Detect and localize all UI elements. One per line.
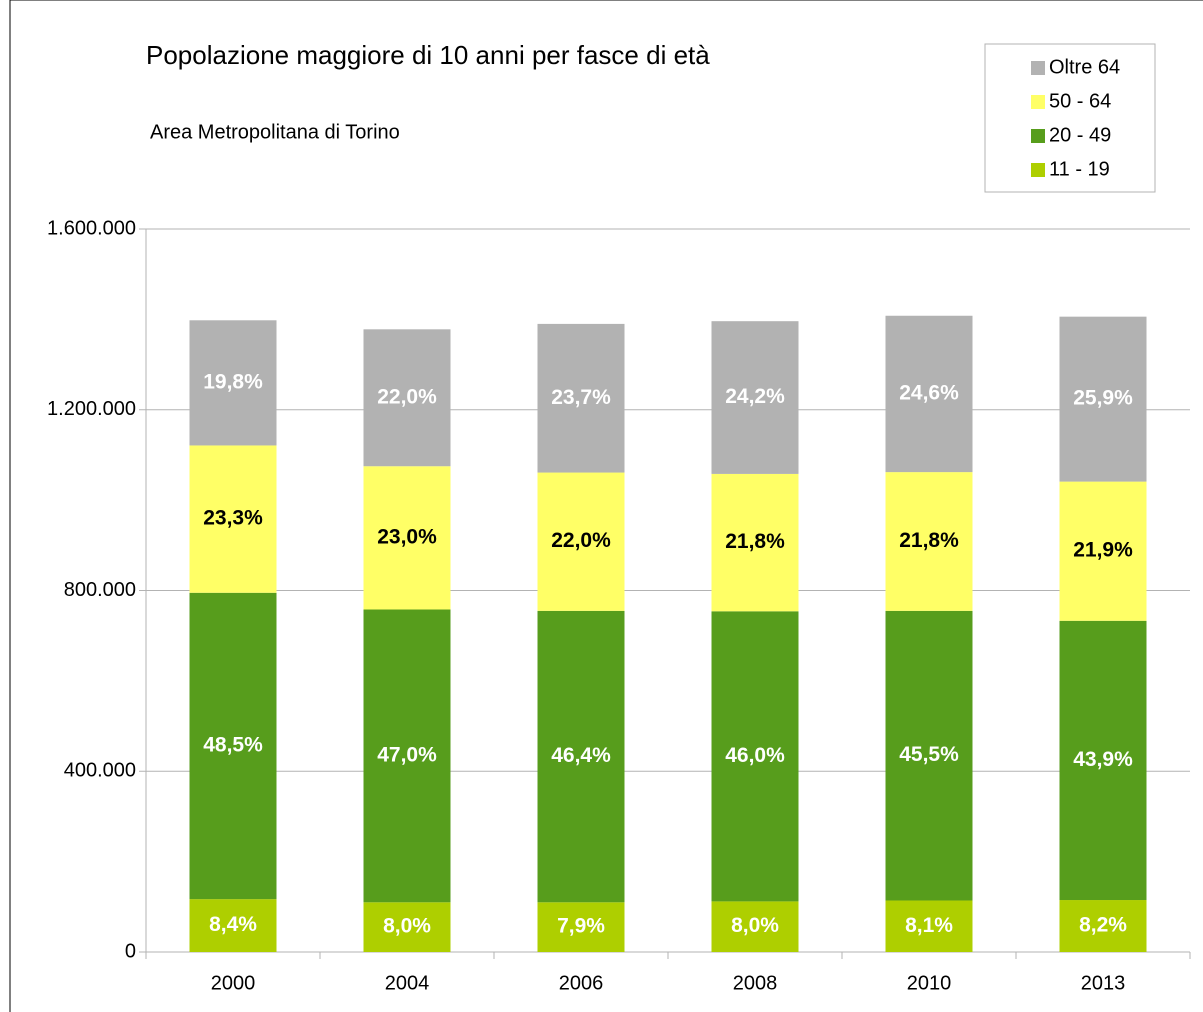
chart-title: Popolazione maggiore di 10 anni per fasc…	[146, 40, 710, 70]
chart-subtitle: Area Metropolitana di Torino	[150, 121, 400, 143]
x-tick-label: 2000	[211, 972, 256, 994]
segment-label: 8,0%	[383, 915, 431, 938]
segment-label: 8,1%	[905, 914, 953, 937]
segment-label: 43,9%	[1073, 748, 1133, 771]
legend-label: 11 - 19	[1049, 158, 1110, 180]
segment-label: 25,9%	[1073, 387, 1133, 410]
segment-label: 19,8%	[203, 370, 263, 393]
segment-label: 46,0%	[725, 744, 785, 767]
segment-label: 46,4%	[551, 744, 611, 767]
segment-label: 45,5%	[899, 743, 959, 766]
segment-label: 21,8%	[725, 530, 785, 553]
bar-segment	[189, 899, 277, 952]
segment-label: 22,0%	[377, 385, 437, 408]
bar-segment	[1059, 316, 1147, 482]
y-tick-label: 0	[125, 940, 136, 962]
legend-label: 20 - 49	[1049, 124, 1111, 146]
bar-segment	[189, 445, 277, 593]
y-tick-label: 400.000	[64, 760, 136, 782]
bar-segment	[885, 900, 973, 952]
segment-label: 8,4%	[209, 913, 257, 936]
segment-label: 21,9%	[1073, 539, 1133, 562]
bar-segment	[885, 472, 973, 611]
bar-segment	[363, 609, 451, 903]
segment-label: 24,6%	[899, 381, 959, 404]
bar-segment	[363, 329, 451, 467]
segment-label: 23,3%	[203, 507, 263, 530]
bar-segment	[537, 902, 625, 952]
y-tick-label: 1.600.000	[47, 217, 136, 239]
segment-label: 23,0%	[377, 525, 437, 548]
bar-segment	[537, 610, 625, 903]
x-tick-label: 2006	[559, 972, 604, 994]
x-tick-label: 2013	[1081, 972, 1126, 994]
segment-label: 21,8%	[899, 529, 959, 552]
legend-label: Oltre 64	[1049, 56, 1120, 78]
y-tick-label: 1.200.000	[47, 398, 136, 420]
segment-label: 8,2%	[1079, 914, 1127, 937]
bar-segment	[537, 323, 625, 473]
bar-segment	[363, 902, 451, 952]
x-tick-label: 2008	[733, 972, 778, 994]
legend-box	[984, 43, 1156, 193]
segment-label: 48,5%	[203, 733, 263, 756]
bar-segment	[711, 321, 799, 474]
segment-label: 22,0%	[551, 529, 611, 552]
bar-segment	[1059, 620, 1147, 901]
legend-swatch	[1031, 163, 1045, 177]
y-tick-label: 800.000	[64, 579, 136, 601]
bar-segment	[885, 610, 973, 901]
bar-segment	[189, 320, 277, 446]
bar-segment	[711, 611, 799, 902]
bar-segment	[363, 466, 451, 610]
bar-segment	[711, 473, 799, 612]
segment-label: 7,9%	[557, 915, 605, 938]
segment-label: 24,2%	[725, 385, 785, 408]
legend-swatch	[1031, 95, 1045, 109]
x-tick-label: 2010	[907, 972, 952, 994]
segment-label: 47,0%	[377, 743, 437, 766]
segment-label: 8,0%	[731, 914, 779, 937]
bar-segment	[189, 592, 277, 900]
bar-segment	[711, 901, 799, 952]
legend-swatch	[1031, 61, 1045, 75]
x-tick-label: 2004	[385, 972, 430, 994]
legend-label: 50 - 64	[1049, 90, 1111, 112]
bar-segment	[1059, 481, 1147, 621]
bar-segment	[1059, 900, 1147, 952]
legend-swatch	[1031, 129, 1045, 143]
bar-segment	[537, 472, 625, 611]
bar-segment	[885, 315, 973, 473]
segment-label: 23,7%	[551, 386, 611, 409]
